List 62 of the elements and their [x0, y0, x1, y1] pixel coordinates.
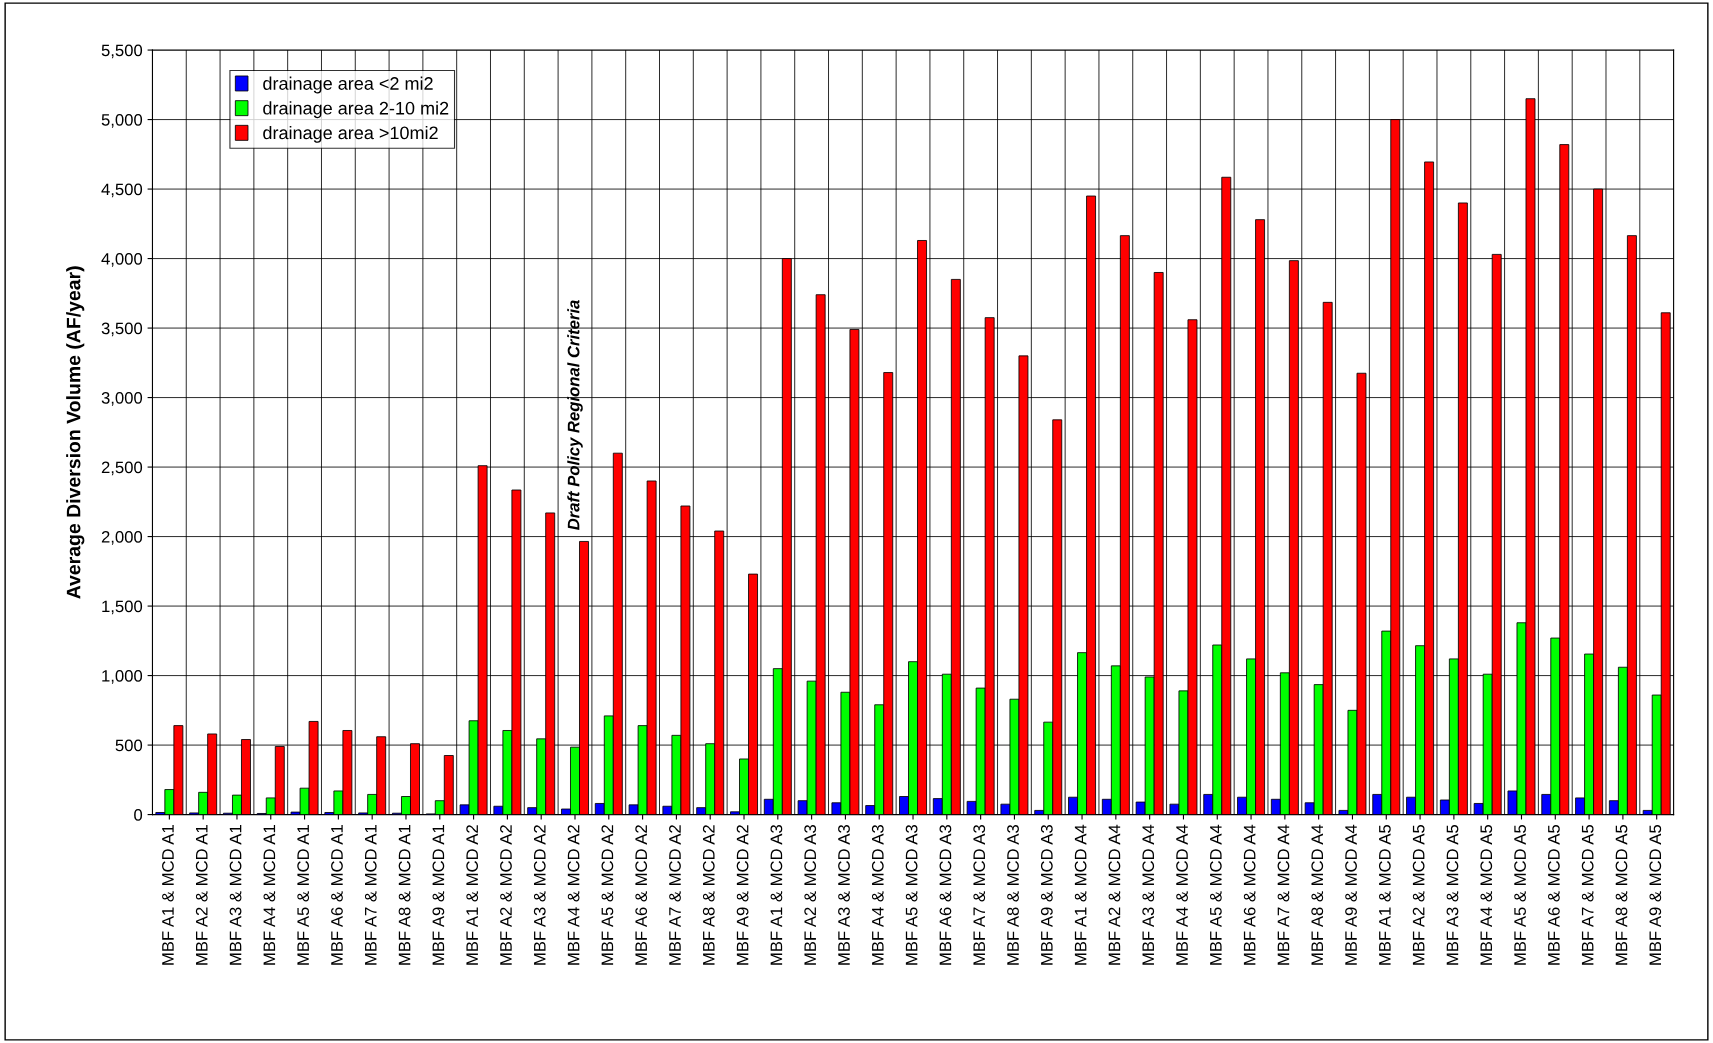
x-tick-label: MBF A3 & MCD A5	[1446, 825, 1459, 965]
x-tick-label: MBF A5 & MCD A2	[601, 825, 614, 965]
x-tick-label: MBF A2 & MCD A5	[1412, 825, 1425, 965]
x-tick-label: MBF A3 & MCD A2	[533, 825, 546, 965]
y-tick-label: 3,500	[101, 322, 143, 337]
x-tick-label: MBF A7 & MCD A2	[669, 825, 681, 965]
legend-label: drainage area >10mi2	[263, 126, 438, 143]
x-tick-label: MBF A8 & MCD A2	[702, 825, 715, 965]
y-tick-label: 0	[134, 808, 143, 821]
x-tick-label: MBF A6 & MCD A3	[939, 825, 952, 965]
y-tick-label: 1,000	[102, 669, 143, 684]
y-tick-label: 3,000	[101, 391, 143, 406]
x-tick-label: MBF A2 & MCD A4	[1108, 824, 1121, 965]
x-tick-label: MBF A8 & MCD A1	[398, 825, 411, 965]
x-tick-label: MBF A4 & MCD A1	[263, 825, 276, 965]
y-tick-label: 1,500	[102, 600, 143, 615]
x-tick-label: MBF A7 & MCD A3	[973, 825, 986, 965]
x-tick-label: MBF A7 & MCD A4	[1277, 824, 1290, 965]
x-tick-label: MBF A1 & MCD A4	[1074, 824, 1087, 965]
x-tick-label: MBF A4 & MCD A3	[871, 825, 884, 965]
x-tick-label: MBF A3 & MCD A3	[838, 825, 850, 965]
x-tick-label: MBF A5 & MCD A1	[297, 825, 310, 965]
x-tick-label: MBF A9 & MCD A4	[1345, 824, 1357, 965]
x-tick-label: MBF A5 & MCD A5	[1514, 825, 1526, 965]
x-tick-label: MBF A6 & MCD A2	[635, 825, 648, 965]
annotation: Draft Policy Regional Criteria	[567, 300, 583, 531]
y-tick-label: 5,000	[101, 113, 143, 128]
x-tick-label: MBF A1 & MCD A5	[1378, 825, 1391, 965]
x-tick-label: MBF A5 & MCD A4	[1209, 824, 1222, 965]
x-tick-label: MBF A9 & MCD A5	[1649, 825, 1662, 965]
y-tick-label: 500	[115, 739, 143, 752]
x-tick-label: MBF A2 & MCD A2	[500, 825, 512, 965]
y-axis-title: Average Diversion Volume (AF/year)	[66, 266, 85, 599]
y-tick-label: 5,500	[101, 44, 143, 59]
x-tick-label: MBF A1 & MCD A2	[466, 825, 479, 965]
x-tick-label: MBF A4 & MCD A5	[1480, 825, 1493, 965]
x-tick-label: MBF A6 & MCD A4	[1243, 824, 1256, 965]
x-tick-label: MBF A1 & MCD A3	[770, 825, 783, 965]
x-tick-label: MBF A6 & MCD A5	[1547, 825, 1560, 965]
y-tick-label: 2,000	[101, 530, 143, 545]
x-tick-label: MBF A8 & MCD A4	[1311, 824, 1324, 965]
y-tick-label: 4,500	[101, 183, 143, 198]
y-tick-label: 4,000	[101, 252, 143, 267]
x-tick-label: MBF A9 & MCD A2	[736, 825, 749, 965]
x-tick-label: MBF A4 & MCD A2	[567, 825, 580, 965]
legend-label: drainage area <2 mi2	[263, 76, 433, 94]
x-tick-label: MBF A2 & MCD A1	[195, 825, 208, 965]
x-tick-label: MBF A7 & MCD A5	[1581, 825, 1594, 965]
x-tick-label: MBF A4 & MCD A4	[1176, 824, 1188, 965]
x-tick-label: MBF A9 & MCD A3	[1040, 825, 1053, 965]
x-tick-label: MBF A2 & MCD A3	[804, 825, 817, 965]
x-tick-label: MBF A1 & MCD A1	[162, 825, 174, 965]
x-tick-label: MBF A8 & MCD A3	[1007, 825, 1019, 965]
x-tick-label: MBF A7 & MCD A1	[364, 825, 377, 965]
y-tick-label: 2,500	[101, 461, 143, 476]
x-tick-label: MBF A3 & MCD A4	[1142, 824, 1155, 965]
x-tick-label: MBF A5 & MCD A3	[905, 825, 918, 965]
x-tick-label: MBF A3 & MCD A1	[229, 825, 242, 965]
x-tick-label: MBF A6 & MCD A1	[331, 825, 343, 965]
x-tick-label: MBF A8 & MCD A5	[1615, 825, 1628, 965]
x-tick-label: MBF A9 & MCD A1	[432, 825, 445, 965]
legend-label: drainage area 2-10 mi2	[263, 101, 449, 119]
